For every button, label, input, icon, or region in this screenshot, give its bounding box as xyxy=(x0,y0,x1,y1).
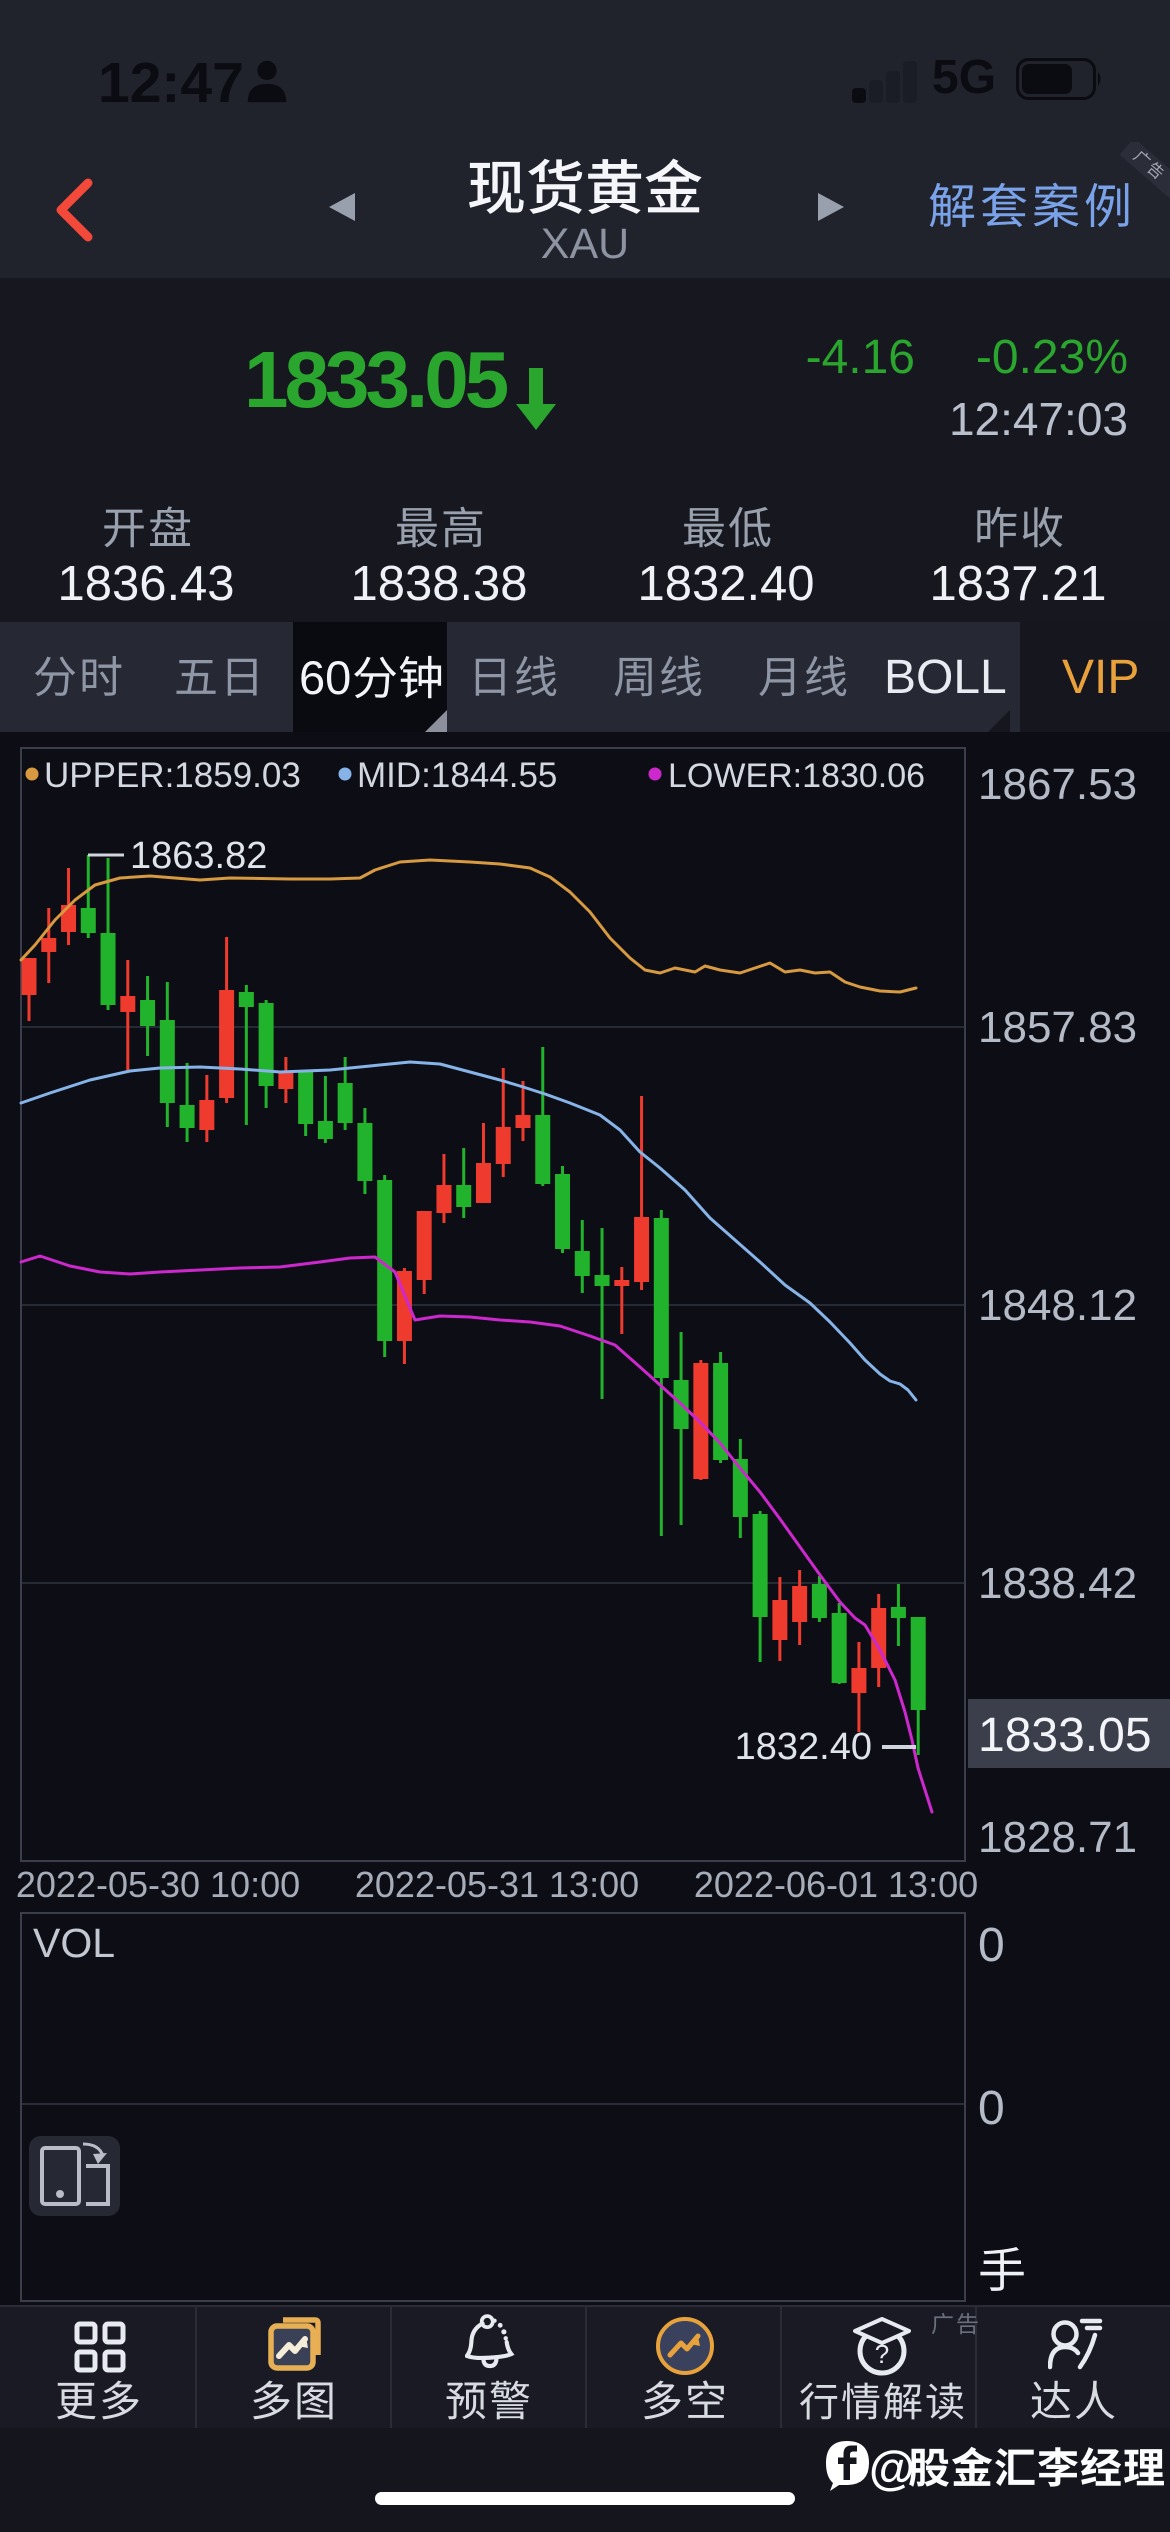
svg-text:?: ? xyxy=(875,2339,889,2369)
